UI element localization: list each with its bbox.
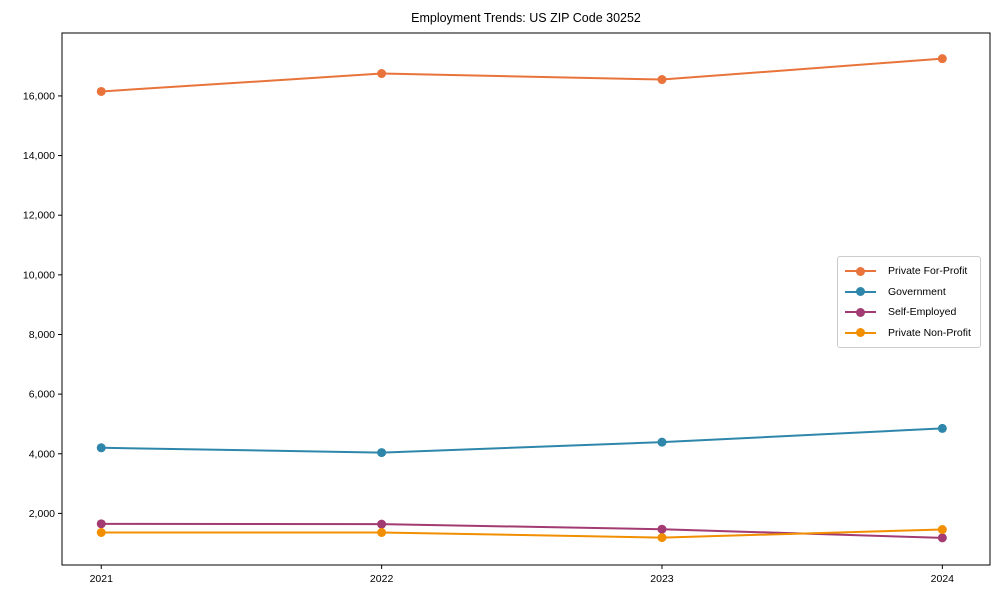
y-tick-label: 2,000 [29,508,55,520]
series-marker-government [377,448,387,458]
y-tick-label: 6,000 [29,389,55,401]
series-marker-self-employed [937,533,947,543]
y-tick-label: 14,000 [23,150,55,162]
series-marker-private-for-profit [937,54,947,64]
series-marker-private-non-profit [657,533,667,543]
x-tick-label: 2023 [650,573,674,585]
series-marker-government [937,423,947,433]
y-tick-label: 10,000 [23,269,55,281]
series-line-private-non-profit [101,528,943,539]
legend-line-marker-icon [845,307,876,317]
series-marker-self-employed [96,519,106,529]
x-tick-label: 2021 [90,573,114,585]
chart-title: Employment Trends: US ZIP Code 30252 [411,11,641,25]
series-line-private-for-profit [101,57,943,93]
legend-item-private-for-profit: Private For-Profit [845,261,974,282]
legend-item-self-employed: Self-Employed [845,302,974,323]
series-marker-self-employed [657,524,667,534]
legend-marker-dot-icon [856,287,865,297]
series-marker-self-employed [377,519,387,529]
series-marker-private-for-profit [657,75,667,85]
y-tick-label: 8,000 [29,329,55,341]
legend-marker-dot-icon [856,266,865,276]
legend-marker-dot-icon [856,328,865,338]
plot-frame [61,32,991,566]
legend-line-marker-icon [845,328,876,338]
legend-label: Self-Employed [888,306,957,319]
y-tick-label: 16,000 [23,90,55,102]
legend-line-marker-icon [845,266,876,276]
series-marker-private-for-profit [96,86,106,96]
series-marker-private-non-profit [96,527,106,537]
y-tick-label: 12,000 [23,210,55,222]
series-marker-government [657,437,667,447]
legend-item-private-non-profit: Private Non-Profit [845,323,974,344]
legend-item-government: Government [845,282,974,303]
x-tick-label: 2024 [931,573,955,585]
legend-label: Government [888,285,946,298]
legend-line-marker-icon [845,287,876,297]
legend-label: Private For-Profit [888,265,968,278]
legend-marker-dot-icon [856,307,865,317]
legend: Private For-Profit Government Self-Employe… [837,256,981,348]
series-marker-private-non-profit [377,527,387,537]
legend-label: Private Non-Profit [888,326,971,339]
x-tick-label: 2022 [370,573,394,585]
series-line-government [101,427,943,454]
series-marker-government [96,443,106,453]
y-tick-label: 4,000 [29,448,55,460]
series-marker-private-for-profit [377,69,387,79]
series-marker-private-non-profit [937,525,947,535]
